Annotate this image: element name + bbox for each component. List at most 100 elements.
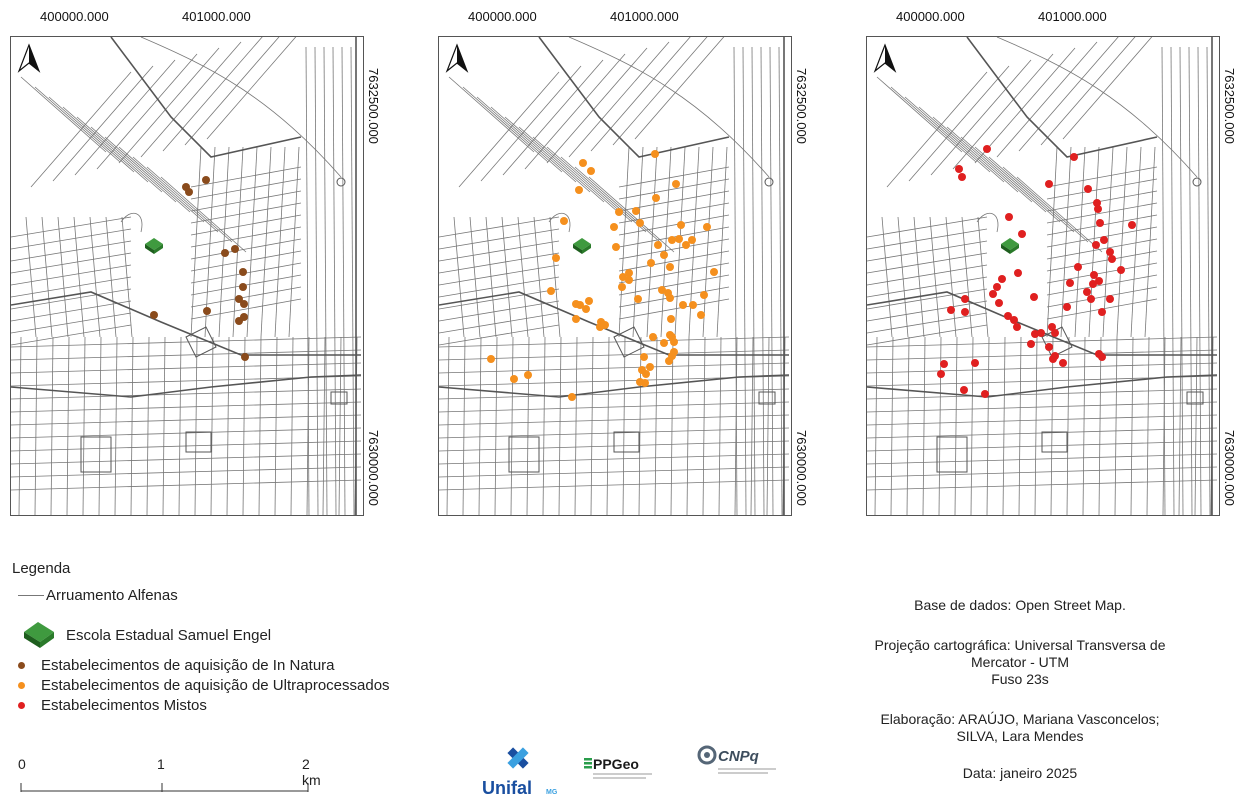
establishment-point — [203, 307, 211, 315]
data-source: Base de dados: Open Street Map. — [914, 597, 1126, 613]
establishment-point — [1045, 180, 1053, 188]
establishment-point — [1004, 312, 1012, 320]
ppgeo-logo-mark: PPGeo — [584, 756, 652, 779]
establishment-point — [632, 207, 640, 215]
establishment-point — [703, 223, 711, 231]
y-tick-label: 7632500.000 — [366, 68, 381, 144]
establishment-point — [1087, 295, 1095, 303]
establishment-point — [615, 208, 623, 216]
establishment-point — [568, 393, 576, 401]
establishment-point — [981, 390, 989, 398]
x-tick-label: 400000.000 — [896, 9, 965, 24]
establishment-point — [660, 339, 668, 347]
establishment-point — [668, 236, 676, 244]
establishment-point — [993, 283, 1001, 291]
legend-label: Estabelecimentos Mistos — [41, 697, 207, 714]
establishment-point — [658, 286, 666, 294]
establishment-point — [1018, 230, 1026, 238]
red-dot-icon — [18, 702, 25, 709]
establishment-point — [552, 254, 560, 262]
establishment-point — [1066, 279, 1074, 287]
establishment-point — [636, 219, 644, 227]
legend-label: Estabelecimentos de aquisição de In Natu… — [41, 657, 335, 674]
establishment-point — [235, 295, 243, 303]
establishment-point — [240, 313, 248, 321]
establishment-point — [1005, 213, 1013, 221]
unifal-logo-mark: Unifal MG — [482, 747, 558, 798]
y-tick-label: 7630000.000 — [794, 430, 809, 506]
establishment-point — [1063, 303, 1071, 311]
street-line-icon — [18, 595, 44, 596]
street-network — [867, 37, 1218, 515]
establishment-point — [587, 167, 595, 175]
establishment-point — [1045, 343, 1053, 351]
establishment-point — [1074, 263, 1082, 271]
projection-line-3: Fuso 23s — [991, 671, 1049, 687]
north-arrow-icon — [17, 43, 41, 73]
establishment-point — [1094, 205, 1102, 213]
establishment-point — [677, 221, 685, 229]
street-network — [439, 37, 790, 515]
establishment-point — [596, 323, 604, 331]
establishment-point — [672, 180, 680, 188]
north-arrow-icon — [873, 43, 897, 73]
scale-label: 1 — [157, 756, 165, 772]
establishment-point — [510, 375, 518, 383]
establishment-point — [937, 370, 945, 378]
legend-item-ultraprocessados: Estabelecimentos de aquisição de Ultrapr… — [18, 677, 390, 694]
y-tick-label: 7630000.000 — [1222, 430, 1237, 506]
establishment-point — [641, 379, 649, 387]
cnpq-text: CNPq — [718, 748, 759, 765]
x-tick-label: 400000.000 — [40, 9, 109, 24]
scale-bar: 0 1 2 km — [18, 756, 321, 796]
establishment-point — [1051, 352, 1059, 360]
establishment-point — [652, 194, 660, 202]
legend-label: Escola Estadual Samuel Engel — [66, 626, 272, 644]
school-marker-icon — [573, 238, 591, 254]
establishment-point — [668, 333, 676, 341]
establishment-point — [679, 301, 687, 309]
establishment-point — [1106, 295, 1114, 303]
establishment-point — [1092, 241, 1100, 249]
establishment-point — [1037, 329, 1045, 337]
projection-line-2: Mercator - UTM — [971, 654, 1069, 670]
establishment-point — [1070, 153, 1078, 161]
establishment-point — [958, 173, 966, 181]
establishment-point — [960, 386, 968, 394]
establishment-point — [697, 311, 705, 319]
establishment-point — [579, 159, 587, 167]
establishment-point — [961, 308, 969, 316]
establishment-point — [572, 315, 580, 323]
establishment-point — [1093, 199, 1101, 207]
author-line-1: Elaboração: ARAÚJO, Mariana Vasconcelos; — [880, 711, 1160, 727]
y-tick-label: 7630000.000 — [366, 430, 381, 506]
establishment-point — [642, 370, 650, 378]
unifal-sub-text: MG — [546, 789, 558, 796]
establishment-point — [1106, 248, 1114, 256]
x-tick-label: 401000.000 — [182, 9, 251, 24]
establishment-point — [961, 295, 969, 303]
establishment-point — [651, 150, 659, 158]
establishment-point — [239, 283, 247, 291]
establishment-point — [1108, 255, 1116, 263]
establishment-point — [1128, 221, 1136, 229]
establishment-point — [1095, 277, 1103, 285]
x-tick-label: 400000.000 — [468, 9, 537, 24]
author-line-2: SILVA, Lara Mendes — [956, 728, 1084, 744]
establishment-point — [585, 297, 593, 305]
establishment-point — [575, 186, 583, 194]
ppgeo-logo: PPGeo — [584, 752, 664, 786]
establishment-point — [649, 333, 657, 341]
establishment-point — [940, 360, 948, 368]
establishment-point — [202, 176, 210, 184]
scale-label: 2 km — [302, 756, 321, 788]
establishment-point — [1096, 219, 1104, 227]
establishment-point — [619, 273, 627, 281]
establishment-point — [612, 243, 620, 251]
brown-dot-icon — [18, 662, 25, 669]
legend-label: Estabelecimentos de aquisição de Ultrapr… — [41, 677, 390, 694]
projection-line-1: Projeção cartográfica: Universal Transve… — [874, 637, 1166, 653]
establishment-point — [487, 355, 495, 363]
establishment-point — [1100, 236, 1108, 244]
establishment-point — [670, 348, 678, 356]
